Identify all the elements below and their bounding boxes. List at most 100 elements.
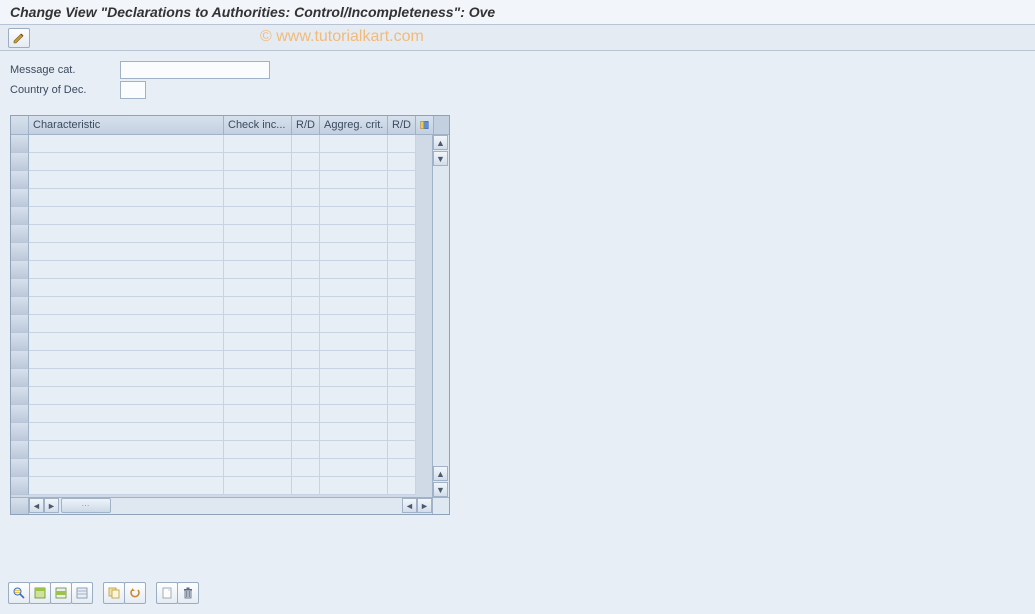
cell-aggreg[interactable] — [320, 207, 388, 225]
table-row[interactable] — [11, 333, 432, 351]
cell-aggreg[interactable] — [320, 135, 388, 153]
cell-rd-2[interactable] — [388, 135, 416, 153]
cell-rd-1[interactable] — [292, 171, 320, 189]
cell-characteristic[interactable] — [29, 153, 224, 171]
cell-aggreg[interactable] — [320, 225, 388, 243]
cell-rd-2[interactable] — [388, 171, 416, 189]
cell-check-inc[interactable] — [224, 243, 292, 261]
row-selector[interactable] — [11, 315, 29, 333]
cell-aggreg[interactable] — [320, 333, 388, 351]
cell-characteristic[interactable] — [29, 279, 224, 297]
select-all-button[interactable] — [29, 582, 51, 604]
col-check-inc[interactable]: Check inc... — [224, 116, 292, 134]
cell-rd-2[interactable] — [388, 405, 416, 423]
cell-check-inc[interactable] — [224, 441, 292, 459]
cell-rd-1[interactable] — [292, 279, 320, 297]
cell-rd-2[interactable] — [388, 207, 416, 225]
cell-check-inc[interactable] — [224, 477, 292, 495]
cell-rd-1[interactable] — [292, 477, 320, 495]
row-selector[interactable] — [11, 261, 29, 279]
new-entry-button[interactable] — [156, 582, 178, 604]
cell-aggreg[interactable] — [320, 387, 388, 405]
row-selector[interactable] — [11, 189, 29, 207]
row-selector[interactable] — [11, 405, 29, 423]
scroll-left2-icon[interactable]: ► — [44, 498, 59, 513]
cell-characteristic[interactable] — [29, 405, 224, 423]
table-row[interactable] — [11, 441, 432, 459]
header-selector[interactable] — [11, 116, 29, 134]
cell-rd-1[interactable] — [292, 369, 320, 387]
cell-aggreg[interactable] — [320, 315, 388, 333]
cell-aggreg[interactable] — [320, 261, 388, 279]
scroll-up2-icon[interactable]: ▼ — [433, 151, 448, 166]
row-selector[interactable] — [11, 243, 29, 261]
delete-button[interactable] — [177, 582, 199, 604]
table-row[interactable] — [11, 261, 432, 279]
cell-characteristic[interactable] — [29, 315, 224, 333]
cell-rd-2[interactable] — [388, 225, 416, 243]
col-rd-2[interactable]: R/D — [388, 116, 416, 134]
cell-check-inc[interactable] — [224, 351, 292, 369]
cell-rd-2[interactable] — [388, 261, 416, 279]
cell-characteristic[interactable] — [29, 207, 224, 225]
table-row[interactable] — [11, 459, 432, 477]
copy-button[interactable] — [103, 582, 125, 604]
col-rd-1[interactable]: R/D — [292, 116, 320, 134]
table-row[interactable] — [11, 135, 432, 153]
cell-rd-1[interactable] — [292, 243, 320, 261]
cell-check-inc[interactable] — [224, 261, 292, 279]
cell-aggreg[interactable] — [320, 477, 388, 495]
cell-rd-1[interactable] — [292, 333, 320, 351]
cell-check-inc[interactable] — [224, 153, 292, 171]
table-row[interactable] — [11, 297, 432, 315]
toggle-edit-button[interactable] — [8, 28, 30, 48]
cell-characteristic[interactable] — [29, 297, 224, 315]
col-characteristic[interactable]: Characteristic — [29, 116, 224, 134]
cell-rd-2[interactable] — [388, 387, 416, 405]
cell-characteristic[interactable] — [29, 243, 224, 261]
cell-check-inc[interactable] — [224, 171, 292, 189]
cell-rd-1[interactable] — [292, 297, 320, 315]
row-selector[interactable] — [11, 333, 29, 351]
cell-rd-1[interactable] — [292, 441, 320, 459]
details-button[interactable] — [8, 582, 30, 604]
cell-characteristic[interactable] — [29, 333, 224, 351]
cell-check-inc[interactable] — [224, 297, 292, 315]
cell-aggreg[interactable] — [320, 279, 388, 297]
cell-aggreg[interactable] — [320, 297, 388, 315]
row-selector[interactable] — [11, 153, 29, 171]
cell-aggreg[interactable] — [320, 369, 388, 387]
horizontal-scrollbar[interactable]: ◄ ► ⋯ ◄ ► — [11, 497, 449, 514]
cell-check-inc[interactable] — [224, 279, 292, 297]
table-row[interactable] — [11, 189, 432, 207]
cell-rd-1[interactable] — [292, 423, 320, 441]
cell-check-inc[interactable] — [224, 189, 292, 207]
cell-characteristic[interactable] — [29, 135, 224, 153]
cell-characteristic[interactable] — [29, 351, 224, 369]
cell-rd-2[interactable] — [388, 189, 416, 207]
cell-rd-2[interactable] — [388, 459, 416, 477]
cell-aggreg[interactable] — [320, 153, 388, 171]
row-selector[interactable] — [11, 207, 29, 225]
table-row[interactable] — [11, 423, 432, 441]
row-selector[interactable] — [11, 225, 29, 243]
row-selector[interactable] — [11, 387, 29, 405]
col-configure[interactable] — [416, 116, 434, 134]
cell-characteristic[interactable] — [29, 477, 224, 495]
cell-aggreg[interactable] — [320, 189, 388, 207]
input-country[interactable] — [120, 81, 146, 99]
cell-characteristic[interactable] — [29, 261, 224, 279]
row-selector[interactable] — [11, 369, 29, 387]
cell-rd-1[interactable] — [292, 387, 320, 405]
scroll-up-icon[interactable]: ▲ — [433, 135, 448, 150]
cell-rd-2[interactable] — [388, 369, 416, 387]
row-selector[interactable] — [11, 441, 29, 459]
table-row[interactable] — [11, 171, 432, 189]
cell-rd-1[interactable] — [292, 153, 320, 171]
vertical-scrollbar[interactable]: ▲ ▼ ▲ ▼ — [432, 135, 449, 497]
scroll-right2-icon[interactable]: ◄ — [402, 498, 417, 513]
cell-aggreg[interactable] — [320, 459, 388, 477]
table-row[interactable] — [11, 153, 432, 171]
table-row[interactable] — [11, 369, 432, 387]
cell-rd-1[interactable] — [292, 225, 320, 243]
